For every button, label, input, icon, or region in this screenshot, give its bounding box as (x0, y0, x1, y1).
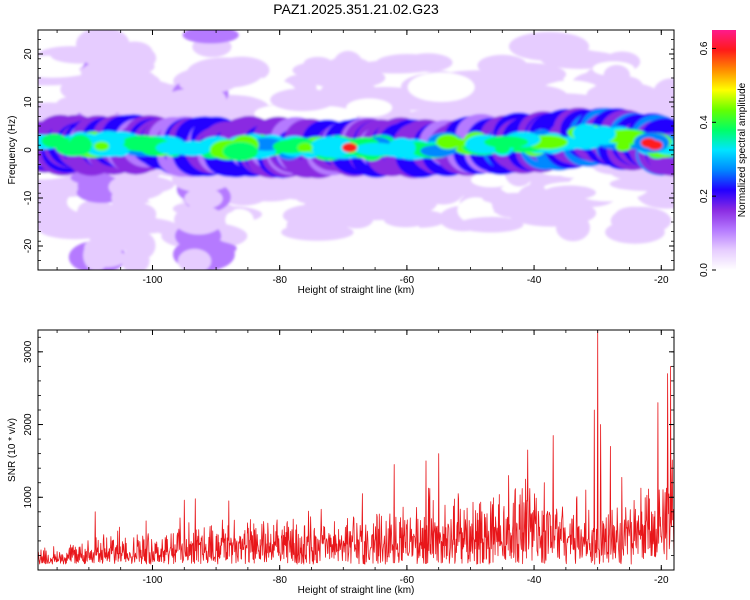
snr-x-ticks: -100 -80 -60 -40 -20 (56, 330, 669, 586)
heatmap-cell (182, 30, 239, 44)
spectrogram-y-tick-label: -10 (23, 190, 34, 205)
spectrogram-x-tick-label: -80 (272, 275, 287, 286)
heatmap-cell (354, 142, 399, 156)
spectrogram-y-label: Frequency (Hz) (7, 116, 18, 185)
heatmap-cell (339, 208, 374, 229)
heatmap-cell (110, 100, 166, 116)
colorbar-tick-label: 0.4 (699, 115, 710, 129)
heatmap-cell (94, 141, 110, 151)
colorbar-tick-label: 0.2 (699, 189, 710, 203)
heatmap-cell (184, 188, 223, 210)
heatmap-cell (322, 56, 374, 86)
heatmap-cell (225, 208, 254, 231)
heatmap-cell (296, 192, 386, 207)
heatmap-cell (615, 141, 631, 152)
colorbar-tick-label: 0.6 (699, 41, 710, 55)
spectrogram-x-ticks: -100 -80 -60 -40 -20 (56, 30, 669, 286)
heatmap-cell (346, 98, 393, 117)
heatmap-cell (375, 54, 439, 72)
heatmap-cell (77, 200, 110, 221)
spectrogram-y-ticks: -20 -10 0 10 20 (23, 29, 674, 271)
heatmap-cell (383, 212, 428, 228)
spectrogram-y-tick-label: 20 (23, 48, 34, 60)
heatmap-cell (572, 123, 599, 143)
heatmap-cell (116, 230, 144, 252)
heatmap-cell (342, 142, 358, 153)
heatmap-cell (387, 137, 416, 159)
spectrogram-heatmap (38, 30, 674, 270)
heatmap-cell (407, 72, 475, 102)
heatmap-cell (114, 202, 157, 226)
snr-series-line (38, 330, 674, 565)
heatmap-cell (76, 30, 130, 61)
heatmap-cell (515, 195, 559, 226)
heatmap-cell (174, 205, 224, 235)
snr-x-tick-label: -60 (400, 575, 415, 586)
colorbar-label: Normalized spectral amplitude (737, 82, 748, 217)
spectrogram-x-label: Height of straight line (km) (298, 285, 415, 296)
snr-background (38, 330, 674, 570)
heatmap-cell (222, 142, 259, 161)
heatmap-cell (303, 56, 333, 70)
spectrogram-x-tick-label: -20 (654, 275, 669, 286)
heatmap-cell (450, 138, 466, 148)
spectrogram-x-tick-label: -40 (527, 275, 542, 286)
snr-x-tick-label: -20 (654, 575, 669, 586)
snr-y-tick-label: 3000 (23, 340, 34, 363)
heatmap-cell (119, 45, 157, 71)
colorbar-ticks: 0.0 0.2 0.4 0.6 (699, 41, 716, 277)
heatmap-cell (543, 185, 596, 200)
heatmap-cell (488, 74, 522, 98)
heatmap-cell (603, 64, 631, 86)
snr-x-tick-label: -100 (142, 575, 162, 586)
spectrogram-x-tick-label: -60 (400, 275, 415, 286)
snr-x-label: Height of straight line (km) (298, 585, 415, 596)
heatmap-cell (177, 248, 212, 270)
heatmap-cell (494, 144, 510, 154)
snr-y-tick-label: 2000 (23, 413, 34, 436)
snr-frame (37, 329, 675, 571)
heatmap-cell (523, 48, 599, 61)
heatmap-cell (38, 209, 84, 231)
spectrogram-y-tick-label: -20 (23, 238, 34, 253)
heatmap-cell (615, 206, 652, 225)
heatmap-cell (609, 176, 674, 192)
snr-y-ticks: 1000 2000 3000 (23, 336, 674, 556)
heatmap-cell (155, 141, 195, 155)
snr-panel: -100 -80 -60 -40 -20 1000 2000 3000 Height of … (7, 329, 675, 596)
heatmap-cell (297, 142, 313, 153)
heatmap-cell (471, 172, 512, 188)
heatmap-cell (286, 214, 325, 238)
heatmap-cell (457, 197, 495, 224)
snr-y-label: SNR (10 * v/v) (7, 418, 18, 482)
heatmap-cell (270, 88, 336, 112)
spectrogram-x-tick-label: -100 (142, 275, 162, 286)
snr-y-tick-label: 1000 (23, 486, 34, 509)
snr-x-tick-label: -80 (272, 575, 287, 586)
heatmap-cell (176, 85, 227, 117)
colorbar-scale (712, 30, 736, 270)
heatmap-cell (68, 134, 92, 156)
heatmap-cell (484, 136, 529, 149)
spectrogram-y-tick-label: 10 (23, 96, 34, 108)
colorbar-tick-label: 0.0 (699, 263, 710, 277)
heatmap-cell (458, 216, 524, 233)
colorbar: 0.0 0.2 0.4 0.6 Normalized spectral amplitu… (699, 30, 748, 277)
figure-title: PAZ1.2025.351.21.02.G23 (273, 1, 439, 17)
spectrogram-y-tick-label: 0 (23, 147, 34, 153)
snr-x-tick-label: -40 (527, 575, 542, 586)
heatmap-cell (647, 140, 663, 150)
